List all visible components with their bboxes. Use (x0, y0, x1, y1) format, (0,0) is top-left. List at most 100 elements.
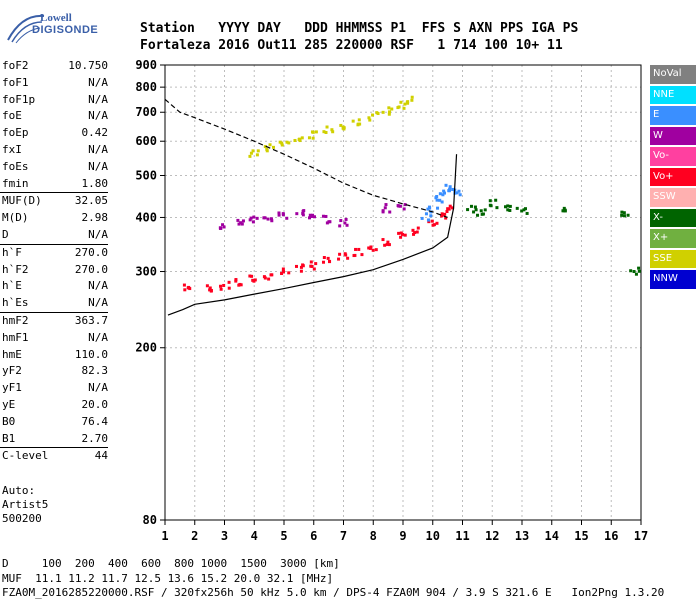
data-point (248, 154, 252, 158)
data-point (322, 256, 326, 260)
data-point (219, 284, 223, 288)
data-point (390, 107, 394, 111)
data-point (479, 209, 483, 213)
data-point (266, 217, 270, 221)
parameter-value: 270.0 (74, 245, 108, 259)
parameter-value: 270.0 (74, 262, 108, 276)
data-point (447, 189, 451, 193)
data-point (504, 205, 508, 209)
footer-distance-row: D 100 200 400 600 800 1000 1500 3000 [km… (2, 557, 340, 570)
data-point (383, 206, 387, 210)
x-tick-label: 13 (515, 529, 529, 543)
data-point (397, 105, 401, 109)
data-point (360, 253, 364, 257)
parameter-row: B0 76.4 (0, 414, 112, 431)
x-tick-label: 12 (485, 529, 499, 543)
parameter-row: h`F 270.0 (0, 245, 112, 262)
data-point (444, 183, 448, 187)
data-point (285, 216, 289, 220)
header-block: Station YYYY DAY DDD HHMMSS P1 FFS S AXN… (140, 20, 578, 54)
data-point (375, 111, 379, 115)
parameter-separator (0, 447, 108, 449)
data-point (301, 264, 305, 268)
y-tick-label: 900 (135, 58, 157, 72)
parameter-row: hmE 110.0 (0, 347, 112, 364)
data-point (280, 141, 284, 145)
parameter-row: foF2 10.750 (0, 58, 112, 75)
parameter-name: C-level (2, 449, 49, 463)
data-point (248, 274, 252, 278)
data-point (411, 228, 415, 232)
data-point (473, 205, 477, 209)
legend-item: X- (650, 208, 696, 227)
data-point (523, 207, 527, 211)
data-point (506, 204, 510, 208)
x-tick-label: 14 (545, 529, 559, 543)
data-point (455, 191, 459, 195)
data-point (208, 286, 212, 290)
data-point (338, 252, 342, 256)
data-point (626, 213, 630, 217)
data-point (227, 286, 231, 290)
data-point (357, 118, 361, 122)
parameter-name: fxI (2, 142, 22, 156)
data-point (321, 260, 325, 264)
data-point (250, 274, 254, 278)
data-point (629, 269, 633, 273)
data-point (381, 238, 385, 242)
data-point (280, 143, 284, 147)
x-tick-label: 15 (574, 529, 588, 543)
logo-arcs (7, 14, 45, 44)
data-point (520, 209, 524, 213)
data-point (234, 279, 238, 283)
data-point (561, 209, 565, 213)
legend-item: NNW (650, 270, 696, 289)
data-point (381, 110, 385, 114)
data-point (447, 207, 451, 211)
data-point (299, 269, 303, 273)
legend-item: W (650, 126, 696, 145)
data-point (248, 218, 252, 222)
parameter-name: foF1 (2, 75, 29, 89)
x-tick-label: 5 (280, 529, 287, 543)
data-point (218, 226, 222, 230)
data-point (239, 221, 243, 225)
data-point (445, 209, 449, 213)
parameter-name: foEs (2, 159, 29, 173)
data-point (476, 213, 480, 217)
data-point (427, 218, 431, 222)
data-point (310, 214, 314, 218)
data-point (307, 136, 311, 140)
data-point (481, 212, 485, 216)
legend-item: X+ (650, 229, 696, 248)
data-point (435, 221, 439, 225)
profile-line (167, 154, 458, 316)
parameter-row: D N/A (0, 227, 112, 244)
data-point (222, 225, 226, 229)
parameter-row: foE N/A (0, 108, 112, 125)
data-point (430, 219, 434, 223)
footer-block: D 100 200 400 600 800 1000 1500 3000 [km… (2, 557, 664, 601)
parameter-row: foEp 0.42 (0, 125, 112, 142)
data-point (307, 216, 311, 220)
data-point (506, 208, 510, 212)
data-point (205, 284, 209, 288)
data-point (399, 235, 403, 239)
data-point (298, 139, 302, 143)
data-point (328, 220, 332, 224)
parameter-row: C-level 44 (0, 448, 112, 465)
legend-item: Vo+ (650, 167, 696, 186)
data-point (352, 254, 356, 258)
data-point (402, 106, 406, 110)
data-point (309, 260, 313, 264)
parameter-name: foF2 (2, 59, 29, 72)
parameter-row: h`F2 270.0 (0, 262, 112, 279)
data-point (281, 270, 285, 274)
data-point (255, 216, 259, 220)
footer-file-info: FZA0M_2016285220000.RSF / 320fx256h 50 k… (2, 586, 665, 599)
data-point (240, 222, 244, 226)
data-point (263, 145, 267, 149)
data-point (620, 210, 624, 214)
parameter-value: N/A (88, 279, 108, 293)
data-point (622, 211, 626, 215)
